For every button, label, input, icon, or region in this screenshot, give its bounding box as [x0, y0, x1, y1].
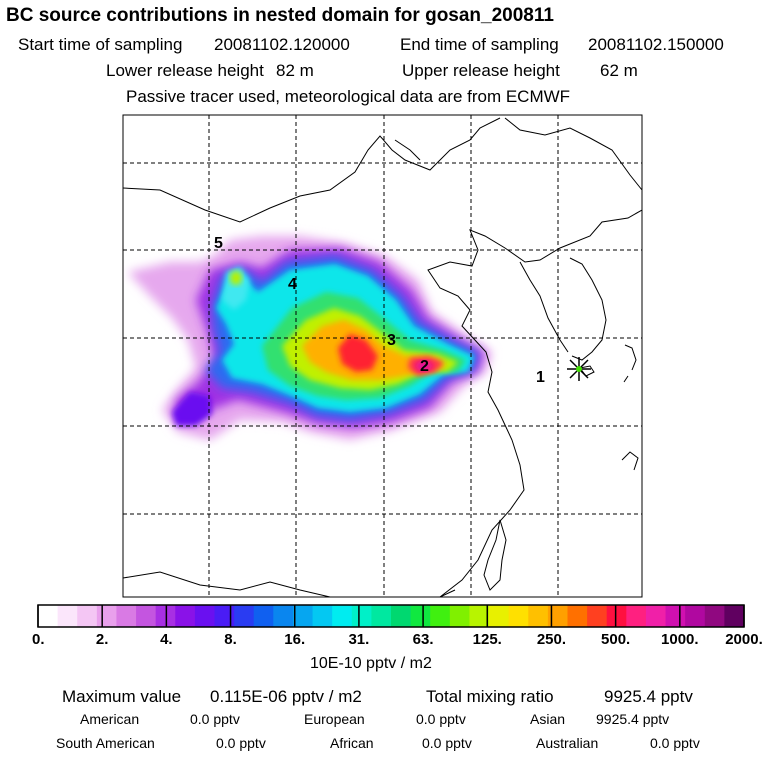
color-scale-cell	[116, 605, 137, 627]
color-scale-tick-label: 31.	[348, 631, 370, 648]
color-scale-tick-label: 125.	[472, 631, 502, 648]
color-scale-tick-label: 1000.	[661, 631, 699, 648]
color-scale-cell	[587, 605, 608, 627]
upper-release-value: 62 m	[600, 61, 638, 80]
color-scale-cell	[253, 605, 274, 627]
color-scale-cell	[194, 605, 215, 627]
region-name: American	[80, 711, 140, 727]
region-name: Australian	[536, 735, 599, 751]
color-scale-cell	[645, 605, 667, 627]
color-scale-cell	[489, 605, 510, 627]
color-scale-cell	[77, 605, 98, 627]
source-marker-3: 3	[387, 332, 396, 349]
color-scale-cell	[391, 605, 412, 627]
color-scale-cell	[430, 605, 451, 627]
color-scale-cell	[273, 605, 294, 627]
color-scale-cell	[38, 605, 59, 627]
color-scale-cell	[351, 605, 372, 627]
color-scale-cell	[292, 605, 314, 627]
end-time-value: 20081102.150000	[588, 35, 724, 54]
region-name: South American	[56, 735, 155, 751]
total-mixing-label: Total mixing ratio	[426, 687, 554, 706]
color-scale-cell	[332, 605, 353, 627]
color-scale-cell	[528, 605, 549, 627]
color-scale-cell	[214, 605, 235, 627]
color-scale-cell	[508, 605, 529, 627]
color-scale-cell	[606, 605, 627, 627]
max-value: 0.115E-06 pptv / m2	[210, 687, 362, 706]
color-scale-cell	[685, 605, 706, 627]
color-scale-tick-label: 16.	[284, 631, 306, 648]
max-value-label: Maximum value	[62, 687, 182, 706]
color-scale-cell	[704, 605, 725, 627]
region-value: 0.0 pptv	[190, 711, 240, 727]
color-scale-unit: 10E-10 pptv / m2	[310, 655, 432, 672]
lat-lon-grid	[123, 115, 642, 597]
region-name: European	[304, 711, 365, 727]
color-scale-tick-label: 250.	[536, 631, 567, 648]
region-value: 0.0 pptv	[416, 711, 466, 727]
color-scale-cell	[371, 605, 392, 627]
map-title: BC source contributions in nested domain…	[6, 5, 554, 26]
color-scale-tick-label: 63.	[412, 631, 434, 648]
color-scale-cell	[410, 605, 431, 627]
region-name: Asian	[530, 711, 566, 727]
color-scale-cell	[175, 605, 196, 627]
color-scale-cell	[57, 605, 78, 627]
color-scale-cell	[136, 605, 157, 627]
start-time-value: 20081102.120000	[214, 35, 350, 54]
lower-release-label: Lower release height	[106, 61, 264, 80]
color-scale-cell	[547, 605, 568, 627]
star-receptor-icon	[567, 357, 591, 381]
color-scale-cell	[665, 605, 686, 627]
color-scale-tick-label: 0.	[32, 631, 45, 648]
region-value: 0.0 pptv	[216, 735, 266, 751]
source-marker-2: 2	[420, 358, 429, 375]
color-scale-cell	[724, 605, 745, 627]
source-marker-1: 1	[536, 369, 545, 386]
color-scale-cell	[469, 605, 490, 627]
color-scale-tick-label: 2.	[95, 631, 109, 648]
region-name: African	[330, 735, 374, 751]
region-value: 9925.4 pptv	[596, 711, 670, 727]
lower-release-value: 82 m	[276, 61, 314, 80]
color-scale-cell	[449, 605, 470, 627]
color-scale-cell	[96, 605, 117, 627]
coastlines	[123, 117, 642, 597]
color-scale-tick-label: 8.	[224, 631, 237, 648]
region-value: 0.0 pptv	[650, 735, 700, 751]
start-time-label: Start time of sampling	[18, 35, 183, 54]
source-marker-5: 5	[214, 235, 223, 252]
color-scale-tick-label: 4.	[160, 631, 173, 648]
upper-release-label: Upper release height	[402, 61, 560, 80]
color-scale-tick-label: 2000.	[725, 631, 763, 648]
color-scale-cell	[567, 605, 588, 627]
color-scale-cell	[626, 605, 647, 627]
color-scale-cell	[312, 605, 333, 627]
total-mixing-value: 9925.4 pptv	[604, 687, 693, 706]
color-scale-tick-label: 500.	[601, 631, 631, 648]
color-scale-cell	[234, 605, 255, 627]
tracer-note: Passive tracer used, meteorological data…	[126, 87, 571, 106]
end-time-label: End time of sampling	[400, 35, 559, 54]
region-value: 0.0 pptv	[422, 735, 472, 751]
source-marker-4: 4	[288, 276, 297, 293]
